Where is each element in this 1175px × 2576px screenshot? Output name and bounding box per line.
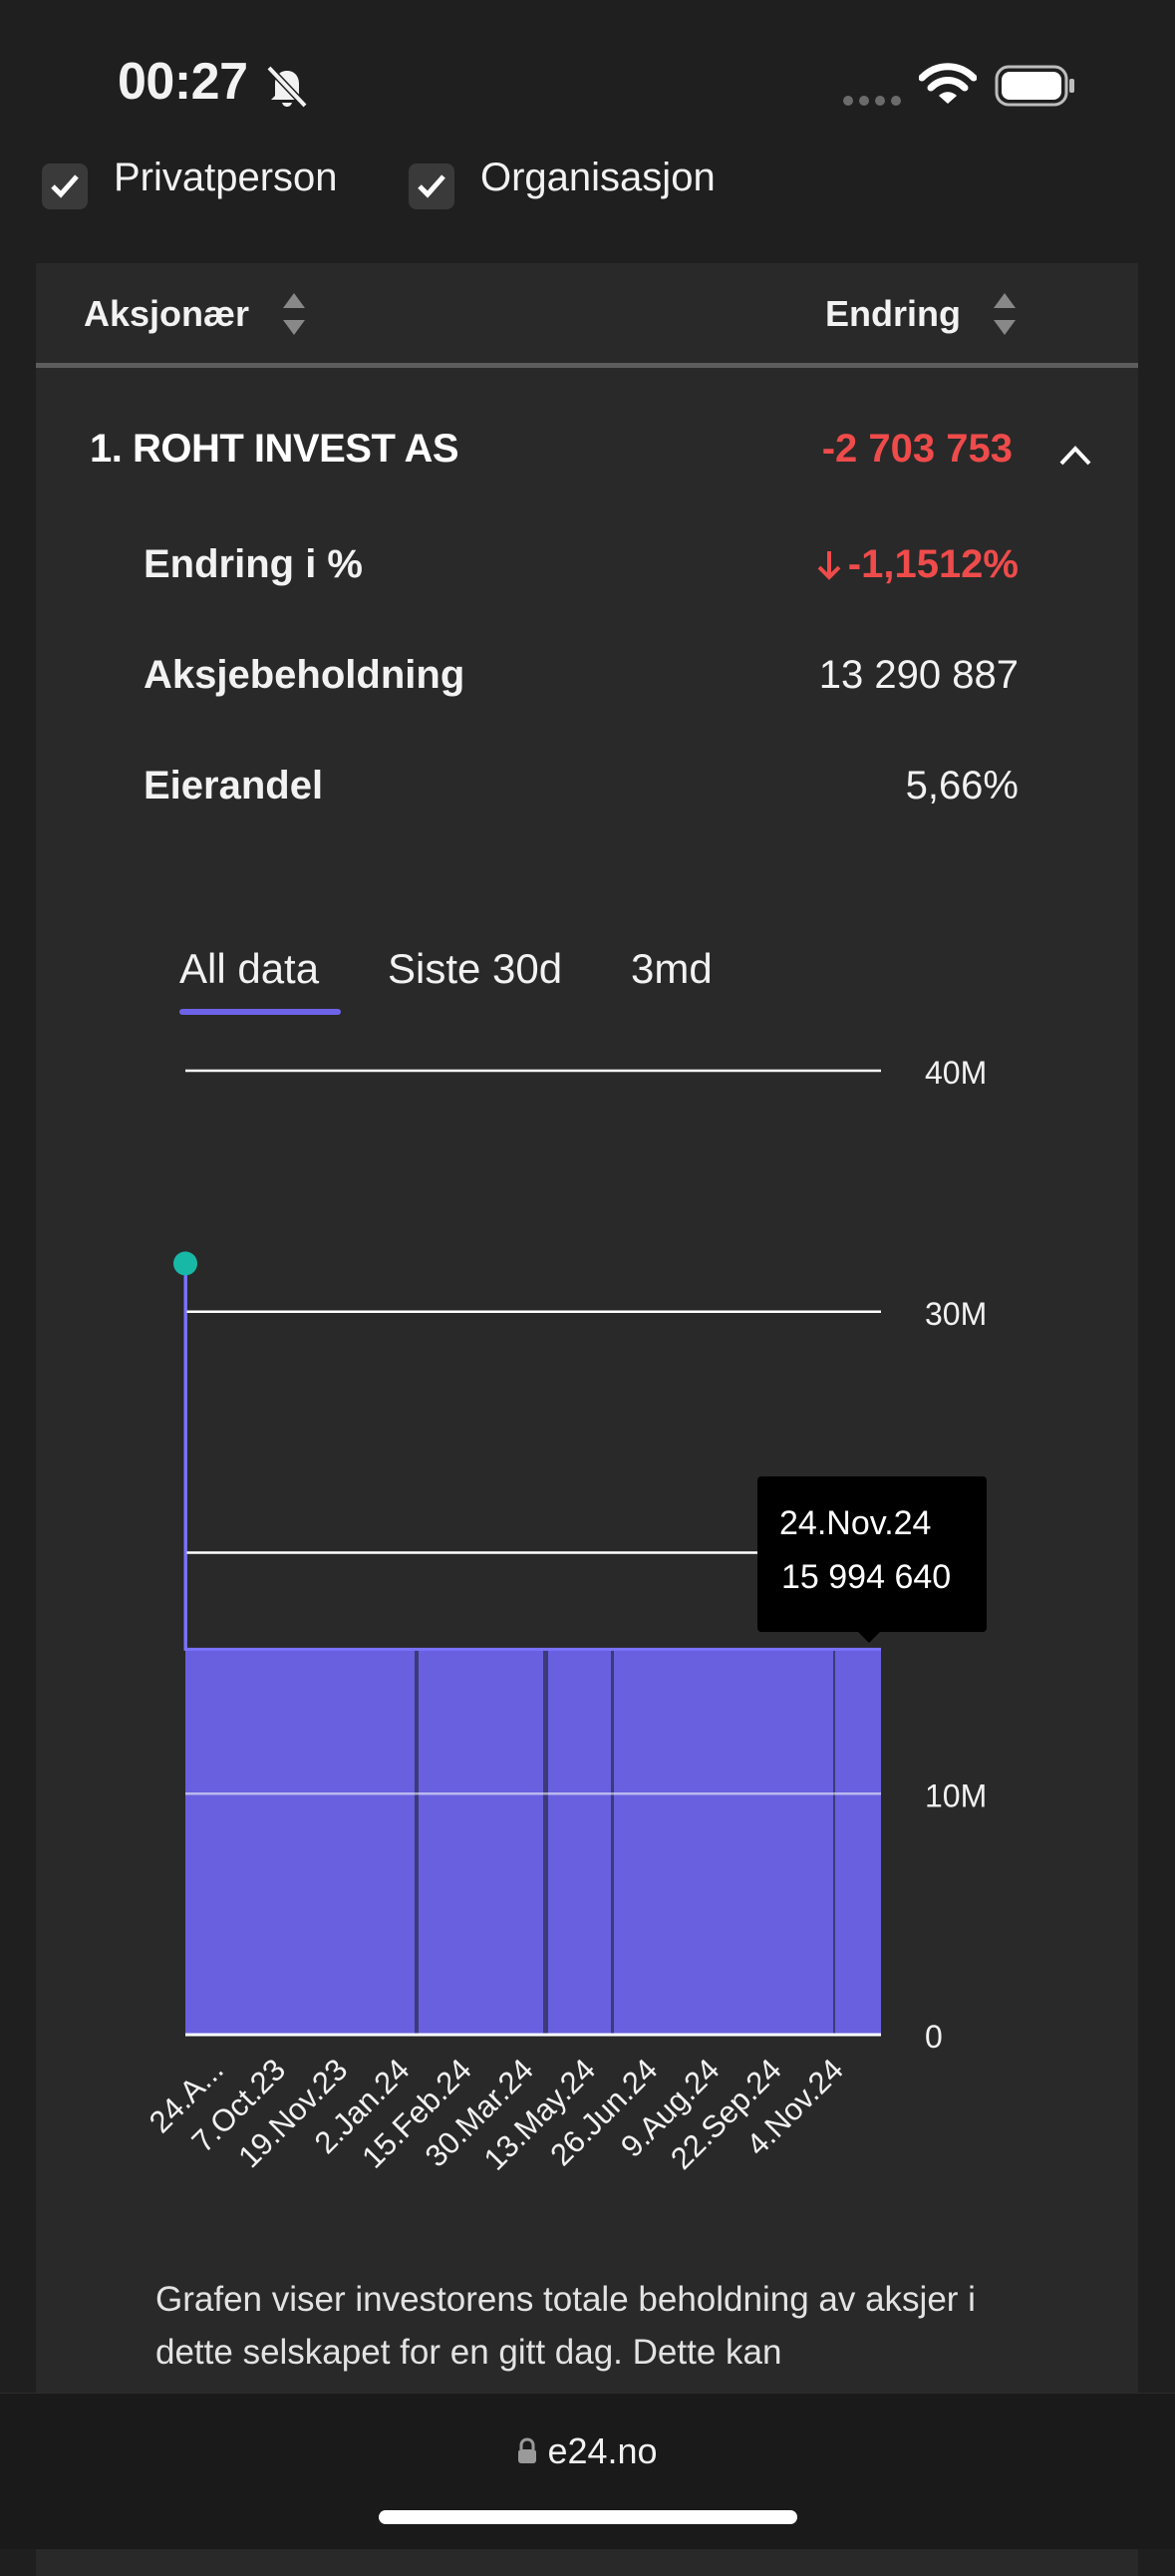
shareholder-column-header[interactable]: Aksjonær [84, 293, 250, 334]
ownership-value: 5,66% [905, 764, 1019, 807]
tab-3md[interactable]: 3md [631, 945, 713, 992]
area-gap [415, 1649, 419, 2035]
sort-icon[interactable] [992, 291, 1018, 337]
series-area [185, 1263, 881, 2035]
battery-icon [995, 65, 1074, 107]
area-gap [543, 1649, 547, 2035]
holdings-chart[interactable]: 010M20M30M40M24.A...7.Oct.2319.Nov.232.J… [0, 1037, 1175, 2233]
area-gap [833, 1649, 835, 2035]
ownership-label: Eierandel [144, 764, 324, 807]
arrow-down-icon [817, 551, 841, 580]
area-gap [611, 1649, 614, 2035]
shareholder-card [36, 263, 1138, 2576]
area-gap [546, 1649, 548, 2035]
change-percent-value: -1,1512% [816, 542, 1019, 587]
series-line [183, 1263, 881, 1651]
check-icon [418, 174, 445, 198]
y-tick-label: 40M [925, 1055, 987, 1091]
check-icon [51, 174, 79, 198]
home-indicator[interactable] [379, 2510, 797, 2524]
holdings-label: Aksjebeholdning [144, 653, 465, 697]
status-time: 00:27 [118, 53, 248, 111]
organisasjon-label: Organisasjon [480, 156, 716, 199]
url-bar[interactable]: e24.no [0, 2430, 1175, 2472]
tooltip-arrow [857, 1631, 881, 1643]
url-text: e24.no [547, 2430, 658, 2471]
holder-change: -2 703 753 [821, 427, 1013, 471]
chart-description: Grafen viser investorens totale beholdni… [155, 2280, 976, 2372]
change-percent-label: Endring i % [144, 542, 363, 586]
lock-icon [518, 2437, 537, 2463]
chart-tooltip: 24.Nov.24 15 994 640 [757, 1476, 987, 1632]
chevron-up-icon[interactable] [1058, 443, 1092, 467]
organisasjon-checkbox[interactable] [409, 163, 454, 209]
tooltip-value: 15 994 640 [781, 1558, 952, 1596]
signal-dots-icon [843, 96, 901, 106]
filter-row: Privatperson Organisasjon [0, 150, 1175, 219]
active-tab-indicator [179, 1009, 341, 1015]
highlight-point [173, 1251, 197, 1276]
privatperson-checkbox[interactable] [42, 163, 88, 209]
bell-slash-icon [266, 65, 308, 109]
holdings-value: 13 290 887 [818, 653, 1019, 697]
wifi-icon [919, 63, 977, 104]
change-column-header[interactable]: Endring [825, 293, 961, 334]
header-divider [36, 363, 1138, 368]
tooltip-date: 24.Nov.24 [779, 1504, 932, 1542]
y-tick-label: 30M [925, 1296, 987, 1332]
sort-icon[interactable] [281, 291, 307, 337]
y-tick-label: 10M [925, 1777, 987, 1813]
tab-all-data[interactable]: All data [179, 945, 320, 992]
tab-last-30d[interactable]: Siste 30d [388, 945, 563, 992]
y-tick-label: 0 [925, 2019, 943, 2055]
change-percent-text: -1,1512% [847, 542, 1019, 586]
privatperson-label: Privatperson [114, 156, 338, 199]
holder-name[interactable]: 1. ROHT INVEST AS [90, 427, 459, 471]
